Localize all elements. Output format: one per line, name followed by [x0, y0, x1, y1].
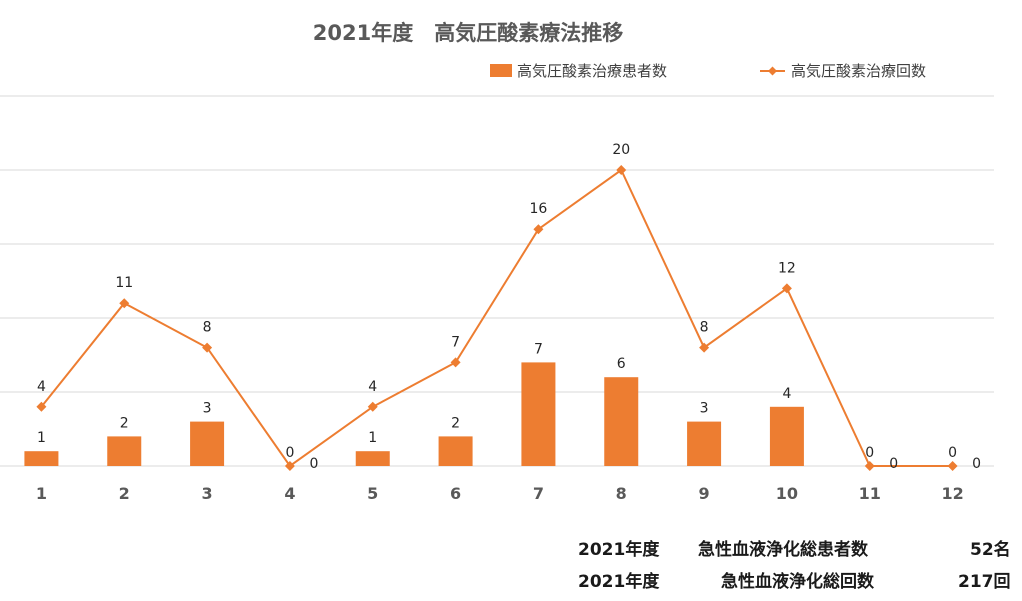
- x-tick-label: 6: [450, 484, 461, 503]
- line-data-label: 20: [612, 142, 630, 158]
- footer-label-2: 急性血液浄化総回数: [721, 572, 874, 592]
- bar: [190, 421, 225, 466]
- bar: [107, 436, 142, 466]
- line-point: [947, 461, 958, 471]
- line-data-label: 8: [700, 320, 709, 336]
- line-point: [699, 342, 710, 353]
- bar: [24, 451, 59, 466]
- bar: [438, 436, 473, 466]
- chart-title: 2021年度 高気圧酸素療法推移: [313, 21, 623, 45]
- footer-year-1: 2021年度: [578, 540, 660, 560]
- x-tick-label: 3: [202, 484, 213, 503]
- bar-data-label: 2: [120, 415, 129, 431]
- bar: [604, 377, 639, 466]
- line-point: [533, 224, 544, 235]
- line-point: [36, 401, 47, 412]
- bar-data-label: 0: [865, 445, 874, 461]
- bar: [521, 362, 556, 466]
- x-axis: 1 2 3 4 5 6 7 8 9 10 11 12: [36, 484, 964, 503]
- footer-label-1: 急性血液浄化総患者数: [698, 540, 868, 560]
- line-point: [119, 298, 130, 309]
- bar-data-label: 0: [285, 445, 294, 461]
- line-point: [450, 357, 461, 368]
- line-data-label: 12: [778, 260, 796, 276]
- footer-row-2: 2021年度 急性血液浄化総回数 217回: [578, 567, 1011, 592]
- x-tick-label: 12: [941, 484, 963, 503]
- footer-value-1: 52名: [970, 540, 1011, 560]
- bar: [355, 451, 390, 466]
- bar-data-label: 0: [948, 445, 957, 461]
- line-data-label: 7: [451, 334, 460, 350]
- line-point: [367, 401, 378, 412]
- bar-data-label: 1: [368, 430, 377, 446]
- line-data-label: 0: [972, 456, 981, 472]
- bar-series: [24, 362, 804, 466]
- bar-data-label: 3: [203, 401, 212, 417]
- line-data-label: 0: [889, 456, 898, 472]
- x-tick-label: 11: [859, 484, 881, 503]
- x-tick-label: 4: [284, 484, 295, 503]
- line-path: [40, 168, 953, 468]
- legend-label-line: 高気圧酸素治療回数: [791, 62, 926, 80]
- bar-data-label: 7: [534, 341, 543, 357]
- line-data-label: 0: [309, 456, 318, 472]
- x-tick-label: 7: [533, 484, 544, 503]
- legend-swatch-bar: [490, 64, 512, 77]
- legend-label-bar: 高気圧酸素治療患者数: [517, 62, 667, 80]
- x-tick-label: 9: [699, 484, 710, 503]
- line-data-label: 4: [368, 379, 377, 395]
- x-tick-label: 10: [776, 484, 798, 503]
- legend-marker-line: [768, 66, 777, 76]
- gridlines: [0, 95, 994, 467]
- bar: [769, 406, 804, 466]
- line-data-label: 16: [530, 201, 548, 217]
- footer-year-2: 2021年度: [578, 572, 660, 592]
- bar-data-label: 3: [700, 401, 709, 417]
- bar-data-label: 6: [617, 356, 626, 372]
- line-data-label: 8: [203, 320, 212, 336]
- x-tick-label: 8: [616, 484, 627, 503]
- bar-data-label: 2: [451, 415, 460, 431]
- line-point: [781, 283, 792, 294]
- footer-row-1: 2021年度 急性血液浄化総患者数 52名: [578, 535, 1011, 560]
- line-point: [284, 461, 295, 471]
- line-point: [202, 342, 213, 353]
- x-tick-label: 2: [119, 484, 130, 503]
- line-data-label: 11: [115, 275, 133, 291]
- legend: 高気圧酸素治療患者数 高気圧酸素治療回数: [490, 62, 926, 80]
- line-point: [864, 461, 875, 471]
- line-point: [616, 165, 627, 175]
- footer-value-2: 217回: [958, 572, 1011, 592]
- x-tick-label: 5: [367, 484, 378, 503]
- x-tick-label: 1: [36, 484, 47, 503]
- bar-data-label: 4: [782, 386, 791, 402]
- line-data-label: 4: [37, 379, 46, 395]
- bar: [687, 421, 722, 466]
- bar-data-label: 1: [37, 430, 46, 446]
- line-series: [36, 165, 958, 471]
